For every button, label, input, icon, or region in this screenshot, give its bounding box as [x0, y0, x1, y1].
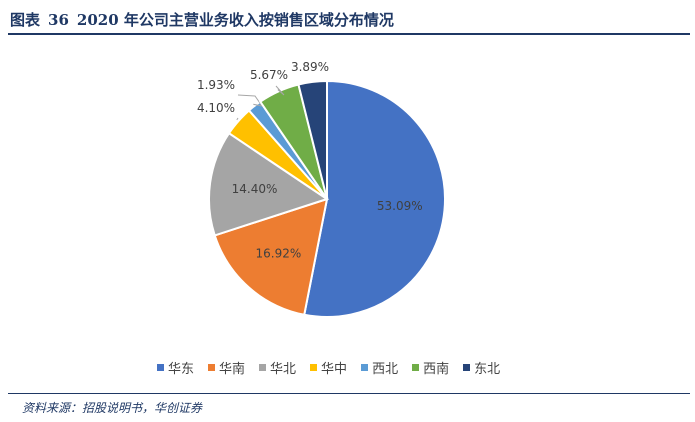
legend-item-0: 华东: [157, 358, 194, 377]
legend-item-6: 东北: [463, 358, 500, 377]
source-rule: [8, 393, 690, 394]
chart-legend: 华东 华南 华北 华中 西北 西南 东北: [157, 358, 500, 377]
figure-title: 图表 36 2020 年公司主营业务收入按销售区域分布情况: [10, 9, 394, 30]
figure-label: 图表: [10, 11, 41, 29]
legend-swatch-4: [361, 364, 369, 371]
legend-label-6: 东北: [474, 362, 501, 377]
pie-slice-0: [303, 79, 446, 318]
slice-label-1: 16.92%: [256, 247, 302, 261]
legend-label-0: 华东: [168, 362, 195, 377]
slice-label-6: 3.89%: [291, 60, 329, 74]
title-rule: [8, 33, 690, 35]
legend-item-1: 华南: [208, 358, 245, 377]
legend-swatch-3: [310, 364, 318, 371]
slice-label-5: 5.67%: [250, 68, 288, 82]
legend-label-3: 华中: [321, 362, 348, 377]
slice-label-4: 1.93%: [197, 78, 235, 92]
legend-swatch-6: [463, 364, 471, 371]
legend-swatch-0: [157, 364, 164, 371]
legend-label-4: 西北: [372, 362, 399, 377]
legend-label-1: 华南: [219, 362, 246, 377]
legend-swatch-5: [412, 364, 420, 371]
pie-slice-1: [213, 197, 329, 316]
legend-item-2: 华北: [259, 358, 296, 377]
slice-label-0: 53.09%: [377, 199, 423, 213]
slice-label-3: 4.10%: [197, 101, 235, 115]
legend-swatch-2: [259, 364, 267, 371]
pie-slice-6: [297, 79, 328, 200]
legend-swatch-1: [208, 364, 216, 371]
figure-title-text: 2020 年公司主营业务收入按销售区域分布情况: [76, 11, 394, 29]
pie-chart: 53.09% 16.92% 14.40% 4.10% 1.93% 5.67%3.89%: [197, 60, 446, 318]
legend-item-5: 西南: [412, 358, 449, 377]
legend-item-3: 华中: [310, 358, 347, 377]
source-note: 资料来源：招股说明书，华创证券: [22, 401, 203, 415]
leader-line-4: [237, 94, 264, 107]
slice-label-2: 14.40%: [232, 182, 278, 196]
figure-number: 36: [48, 11, 69, 29]
leader-line-3: [236, 117, 239, 121]
pie-slice-2: [208, 131, 330, 237]
legend-label-2: 华北: [270, 362, 297, 377]
legend-label-5: 西南: [423, 362, 450, 377]
legend-item-4: 西北: [361, 358, 398, 377]
leader-line-5: [275, 85, 285, 96]
